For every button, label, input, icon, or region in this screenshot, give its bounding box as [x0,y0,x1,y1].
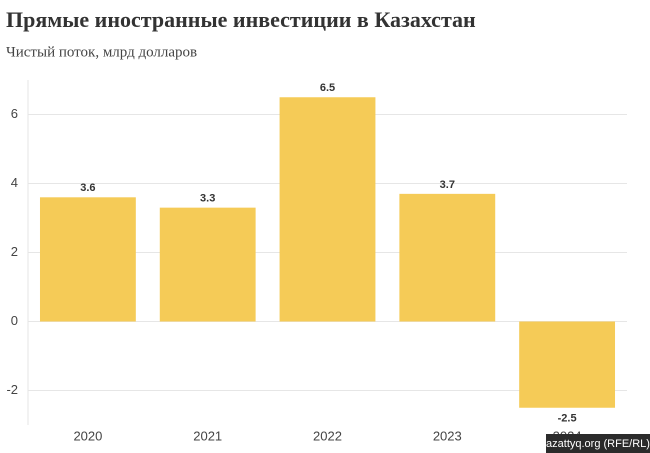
chart-title: Прямые иностранные инвестиции в Казахста… [6,7,476,32]
bar [519,321,616,408]
y-tick-label: 4 [11,175,18,190]
data-label: -2.5 [558,413,577,425]
source-box [546,434,650,453]
source-label: azattyq.org (RFE/RL) [546,438,650,450]
y-tick-label: 0 [11,313,18,328]
y-tick-label: 2 [11,244,18,259]
bar [159,207,256,322]
data-label: 3.6 [80,182,95,194]
x-tick-label: 2023 [433,428,462,443]
data-label: 3.7 [440,179,455,191]
y-tick-label: -2 [6,382,18,397]
data-label: 6.5 [320,82,335,94]
bar [39,197,136,322]
bar [279,97,376,322]
x-tick-label: 2022 [313,428,342,443]
plot-area: -2024620203.620213.320226.520233.72024-2… [6,82,627,443]
chart-subtitle: Чистый поток, млрд долларов [6,44,197,60]
y-tick-label: 6 [11,106,18,121]
bar [399,193,496,322]
x-tick-label: 2020 [73,428,102,443]
data-label: 3.3 [200,193,215,205]
x-tick-label: 2021 [193,428,222,443]
